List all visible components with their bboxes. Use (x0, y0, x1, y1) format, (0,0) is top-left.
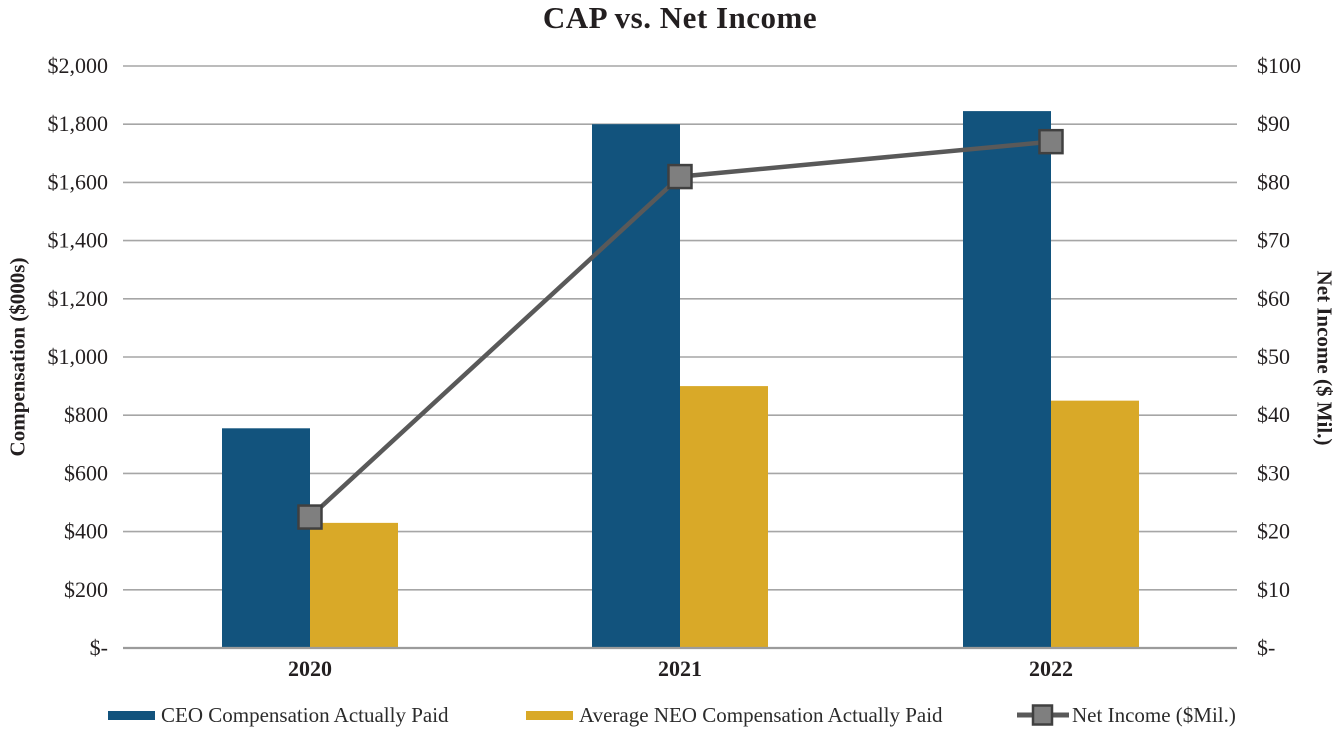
legend-label-ceo: CEO Compensation Actually Paid (161, 702, 449, 727)
left-tick-label: $400 (64, 519, 108, 544)
legend-label-net-income: Net Income ($Mil.) (1072, 702, 1236, 727)
left-tick-label: $200 (64, 577, 108, 602)
left-tick-label: $1,600 (48, 169, 109, 194)
right-tick-label: $10 (1257, 577, 1290, 602)
right-tick-label: $80 (1257, 169, 1290, 194)
left-tick-label: $1,000 (48, 344, 109, 369)
left-tick-label: $600 (64, 460, 108, 485)
right-tick-label: $60 (1257, 286, 1290, 311)
left-tick-label: $1,200 (48, 286, 109, 311)
right-tick-label: $100 (1257, 53, 1301, 78)
net-income-marker-2022 (1038, 128, 1064, 155)
left-tick-label: $1,800 (48, 111, 109, 136)
left-tick-label: $1,400 (48, 228, 109, 253)
net-income-line-marker-icon (1017, 704, 1069, 726)
right-tick-label: $40 (1257, 402, 1290, 427)
bar-ceo-2021 (592, 124, 680, 648)
x-label-2021: 2021 (658, 656, 702, 681)
x-label-2022: 2022 (1029, 656, 1073, 681)
right-tick-label: $70 (1257, 228, 1290, 253)
net-income-marker-2021 (667, 163, 693, 190)
left-tick-label: $2,000 (48, 53, 109, 78)
bar-ceo-2020 (222, 428, 310, 648)
net-income-marker-2020 (297, 504, 323, 530)
right-tick-label: $30 (1257, 460, 1290, 485)
bar-neo-2021 (680, 386, 768, 648)
bar-ceo-2022 (963, 111, 1051, 649)
neo-swatch-icon (526, 710, 573, 720)
legend-label-neo: Average NEO Compensation Actually Paid (579, 702, 943, 727)
right-tick-label: $90 (1257, 111, 1290, 136)
legend-item-net-income: Net Income ($Mil.) (1016, 702, 1236, 728)
legend-item-ceo: CEO Compensation Actually Paid (108, 702, 449, 728)
right-tick-label: $20 (1257, 519, 1290, 544)
legend-item-neo: Average NEO Compensation Actually Paid (526, 702, 943, 728)
left-tick-label: $- (90, 635, 108, 660)
right-tick-label: $50 (1257, 344, 1290, 369)
legend: CEO Compensation Actually Paid Average N… (0, 702, 1343, 731)
bar-neo-2022 (1051, 400, 1139, 648)
bar-neo-2020 (310, 522, 398, 648)
ceo-swatch-icon (108, 710, 155, 720)
left-tick-label: $800 (64, 402, 108, 427)
right-tick-label: $- (1257, 635, 1275, 660)
chart-title: CAP vs. Net Income (542, 0, 818, 35)
x-label-2020: 2020 (288, 656, 332, 681)
